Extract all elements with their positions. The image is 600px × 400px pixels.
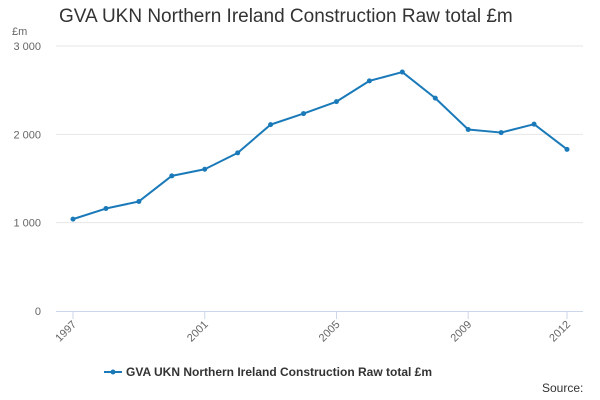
y-tick-label: 0: [35, 306, 41, 318]
data-point-2002[interactable]: [235, 150, 241, 156]
data-point-2001[interactable]: [202, 166, 208, 172]
data-point-1999[interactable]: [136, 198, 142, 204]
x-tick-label: 1997: [53, 319, 79, 345]
axes: 0 1 000 2 000 3 000 1997 2001 2005 2009 2012: [13, 41, 583, 344]
data-point-2000[interactable]: [169, 173, 175, 179]
data-point-2008[interactable]: [432, 95, 438, 101]
data-point-2006[interactable]: [366, 78, 372, 84]
legend-label: GVA UKN Northern Ireland Construction Ra…: [126, 365, 433, 379]
x-tick-label: 2012: [547, 319, 573, 345]
legend-line-symbol: [104, 369, 122, 375]
data-point-2004[interactable]: [301, 111, 307, 117]
series-layer: [70, 69, 570, 222]
data-point-2003[interactable]: [268, 122, 274, 128]
grid-lines: [56, 45, 583, 224]
y-tick-label: 2 000: [13, 129, 41, 141]
data-point-1998[interactable]: [103, 206, 109, 212]
source-label: Source:: [542, 381, 584, 395]
data-point-2012[interactable]: [564, 146, 570, 152]
y-tick-label: 3 000: [13, 41, 41, 53]
data-point-1997[interactable]: [70, 216, 76, 222]
data-point-2007[interactable]: [399, 69, 405, 75]
x-tick-label: 2001: [185, 319, 211, 345]
y-tick-label: 1 000: [13, 218, 41, 230]
series-line-0: [72, 71, 568, 221]
data-point-2011[interactable]: [531, 121, 537, 127]
x-tick-label: 2005: [317, 319, 343, 345]
data-point-2010[interactable]: [498, 130, 504, 136]
legend[interactable]: GVA UKN Northern Ireland Construction Ra…: [104, 365, 432, 379]
chart-title: GVA UKN Northern Ireland Construction Ra…: [59, 6, 513, 27]
y-axis-label: £m: [12, 26, 27, 38]
data-point-2009[interactable]: [465, 126, 471, 132]
x-tick-label: 2009: [449, 319, 475, 345]
data-point-2005[interactable]: [333, 99, 339, 105]
